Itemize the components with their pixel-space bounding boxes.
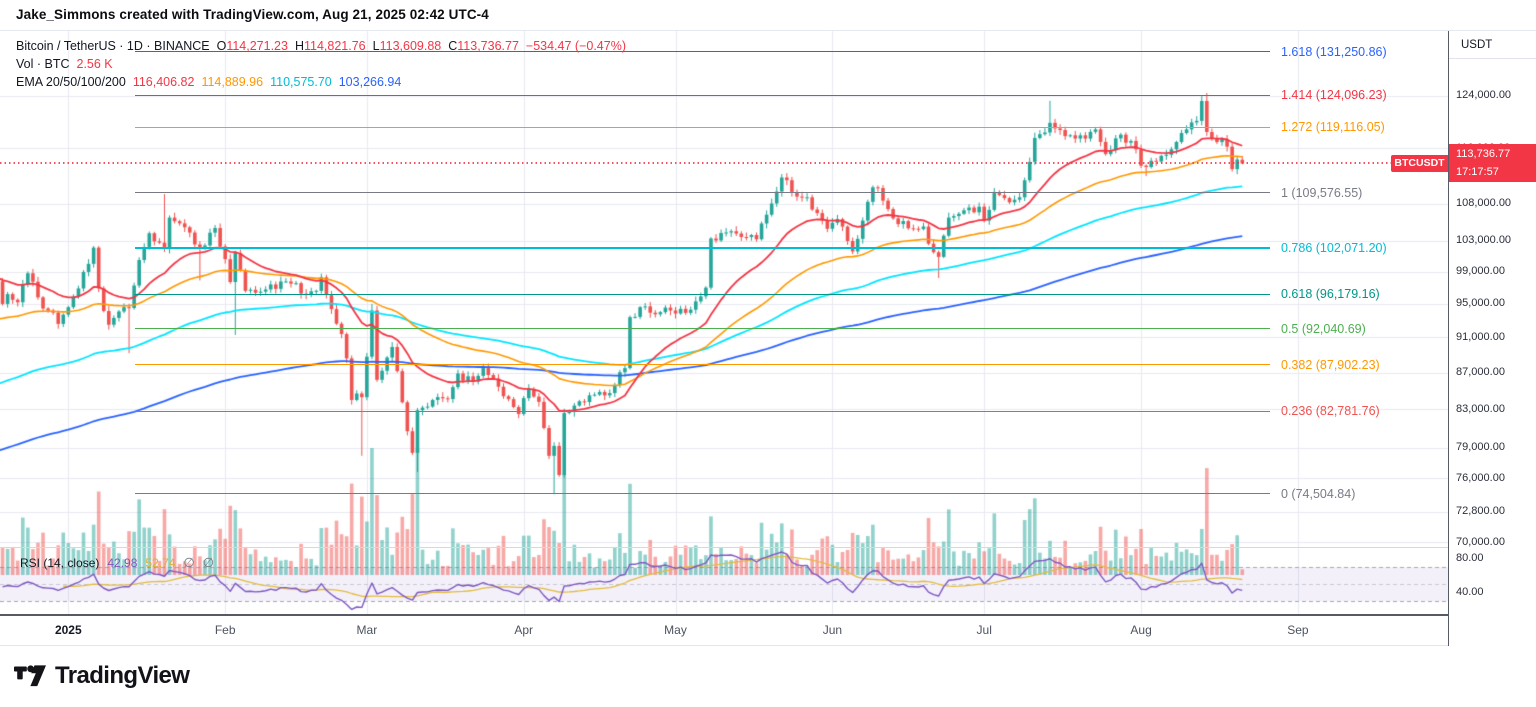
fib-label-0.236: 0.236 (82,781.76) xyxy=(1281,404,1380,419)
time-label-Jul: Jul xyxy=(976,623,992,637)
fib-line-1.414[interactable] xyxy=(135,94,1270,97)
time-label-May: May xyxy=(664,623,687,637)
fib-label-1.414: 1.414 (124,096.23) xyxy=(1281,88,1387,103)
price-tick-124000: 124,000.00 xyxy=(1456,89,1512,102)
fib-line-0.786[interactable] xyxy=(135,247,1270,249)
fib-line-1.272[interactable] xyxy=(135,126,1270,129)
fib-line-0.382[interactable] xyxy=(135,363,1270,366)
symbol-title: Bitcoin / TetherUS · 1D · BINANCE xyxy=(16,39,210,53)
footer: TradingView xyxy=(0,645,1536,707)
chart-area: 1.618 (131,250.86) 1.414 (124,096.23) 1.27… xyxy=(0,30,1536,646)
axis-currency-label: USDT xyxy=(1461,39,1493,51)
chart-bottom-border xyxy=(0,645,1536,646)
fib-label-0.5: 0.5 (92,040.69) xyxy=(1281,321,1366,336)
tradingview-logo-icon xyxy=(14,664,46,686)
fib-line-0.236[interactable] xyxy=(135,410,1270,413)
price-tick-99000: 99,000.00 xyxy=(1456,265,1505,278)
fib-label-0.618: 0.618 (96,179.16) xyxy=(1281,287,1380,302)
fib-label-1.272: 1.272 (119,116.05) xyxy=(1281,120,1385,135)
ohlc-open: O114,271.23 xyxy=(217,39,288,53)
countdown-timer: 17:17:57 xyxy=(1456,166,1499,179)
low-value: 113,609.88 xyxy=(379,39,442,53)
fib-line-0.5[interactable] xyxy=(135,327,1270,330)
attribution-headline: Jake_Simmons created with TradingView.co… xyxy=(16,7,489,22)
fib-line-1[interactable] xyxy=(135,191,1270,194)
close-letter: C xyxy=(448,39,458,53)
close-value: 113,736.77 xyxy=(457,39,519,53)
price-tick-103000: 103,000.00 xyxy=(1456,234,1512,247)
volume-value: 2.56 K xyxy=(76,57,113,71)
price-tick-91000: 91,000.00 xyxy=(1456,331,1505,343)
price-tick-108000: 108,000.00 xyxy=(1456,197,1512,210)
price-chart-canvas[interactable] xyxy=(0,31,1448,646)
ema-label: EMA 20/50/100/200 xyxy=(16,75,126,89)
ema50-value: 114,889.96 xyxy=(201,75,264,89)
fib-label-0.382: 0.382 (87,902.23) xyxy=(1281,357,1380,372)
rsi-tick-80: 80.00 xyxy=(1456,552,1484,564)
legend-symbol-row[interactable]: Bitcoin / TetherUS · 1D · BINANCE O114,2… xyxy=(16,37,626,55)
price-tick-70000: 70,000.00 xyxy=(1456,535,1505,548)
ema200-value: 103,266.94 xyxy=(338,75,402,89)
current-price-line xyxy=(0,162,1448,165)
time-label-Aug: Aug xyxy=(1130,623,1152,637)
low-letter: L xyxy=(372,39,380,53)
rsi-label: RSI (14, close) xyxy=(20,555,100,570)
pane-separator[interactable] xyxy=(0,547,1536,548)
rsi-empty-icon: ∅ xyxy=(202,554,215,570)
price-tick-72800: 72,800.00 xyxy=(1456,505,1505,518)
time-label-2025: 2025 xyxy=(54,623,82,637)
time-label-Jun: Jun xyxy=(822,623,843,637)
price-tick-76000: 76,000.00 xyxy=(1456,471,1505,484)
rsi-legend-row[interactable]: RSI (14, close) 42.98 52.74 ∅ ∅ xyxy=(20,555,214,570)
fib-label-0.786: 0.786 (102,071.20) xyxy=(1281,240,1387,255)
fib-line-0.618[interactable] xyxy=(135,293,1270,296)
ema20-value: 116,406.82 xyxy=(132,75,195,89)
last-price-badge: 113,736.77 17:17:57 xyxy=(1449,144,1536,183)
time-label-Feb: Feb xyxy=(214,623,236,637)
tradingview-logo-text: TradingView xyxy=(55,662,190,689)
legend-volume-row[interactable]: Vol · BTC 2.56 K xyxy=(16,55,626,73)
price-tick-83000: 83,000.00 xyxy=(1456,402,1505,415)
rsi-empty-icon: ∅ xyxy=(183,554,195,570)
ohlc-low: L113,609.88 xyxy=(373,39,442,53)
time-axis[interactable]: 2025 Feb Mar Apr May Jun Jul Aug Sep xyxy=(0,617,1536,645)
chart-legend: Bitcoin / TetherUS · 1D · BINANCE O114,2… xyxy=(16,37,626,91)
legend-ema-row[interactable]: EMA 20/50/100/200 116,406.82 114,889.96 … xyxy=(16,73,626,91)
change-value: −534.47 (−0.47%) xyxy=(525,39,626,53)
axis-currency-separator xyxy=(1449,58,1536,59)
volume-label: Vol · BTC xyxy=(16,57,70,71)
fib-line-0[interactable] xyxy=(135,492,1270,495)
last-price-value: 113,736.77 xyxy=(1456,148,1511,161)
open-letter: O xyxy=(216,39,227,53)
fib-label-1: 1 (109,576.55) xyxy=(1281,185,1363,200)
rsi-ma-value: 52.74 xyxy=(145,555,176,570)
timeaxis-separator xyxy=(0,614,1536,616)
time-label-Mar: Mar xyxy=(356,623,378,637)
fib-label-1.618: 1.618 (131,250.86) xyxy=(1281,44,1387,59)
ema100-value: 110,575.70 xyxy=(270,75,332,89)
ohlc-close: C113,736.77 xyxy=(448,39,519,53)
high-value: 114,821.76 xyxy=(304,39,366,53)
price-tick-79000: 79,000.00 xyxy=(1456,441,1505,454)
open-value: 114,271.23 xyxy=(226,39,288,53)
ohlc-high: H114,821.76 xyxy=(295,39,366,53)
rsi-tick-40: 40.00 xyxy=(1456,586,1484,598)
time-label-Sep: Sep xyxy=(1287,623,1309,637)
time-label-Apr: Apr xyxy=(514,623,534,637)
rsi-value: 42.98 xyxy=(107,555,138,570)
price-tick-87000: 87,000.00 xyxy=(1456,366,1505,379)
symbol-price-flag: BTCUSDT xyxy=(1391,154,1448,172)
price-tick-95000: 95,000.00 xyxy=(1456,297,1505,310)
high-letter: H xyxy=(294,39,304,53)
price-axis[interactable]: USDT 113,736.77 17:17:57 124,000.00116,0… xyxy=(1448,31,1536,646)
fib-line-1.618[interactable] xyxy=(135,50,1270,53)
fib-label-0: 0 (74,504.84) xyxy=(1281,486,1356,501)
tradingview-logo[interactable]: TradingView xyxy=(14,662,190,690)
